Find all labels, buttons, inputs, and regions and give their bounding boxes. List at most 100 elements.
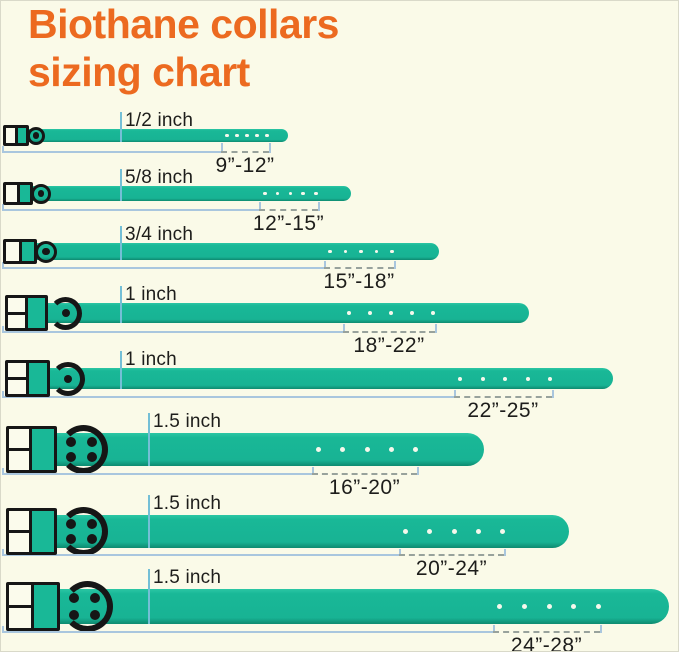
buckle-ring-icon: [62, 581, 113, 632]
buckle-rivet-icon: [87, 437, 97, 447]
measure-tick-range-end: [504, 549, 506, 556]
measure-tick-left: [2, 262, 4, 267]
measure-tick-range-end: [435, 324, 437, 333]
measure-line-solid: [2, 473, 312, 475]
buckle-ring-icon: [59, 425, 108, 474]
collar-width-label: 1/2 inch: [125, 110, 194, 131]
buckle-strap-pass: [34, 585, 57, 628]
strap-hole: [364, 447, 370, 452]
strap-hole: [497, 604, 502, 609]
measure-line-dashed: [493, 631, 600, 633]
buckle-strap-pass: [32, 511, 54, 552]
collar-size-label: 9”-12”: [215, 154, 275, 177]
buckle-ring-icon: [59, 507, 108, 556]
measure-tick-range-end: [394, 261, 396, 269]
strap-hole: [328, 249, 332, 254]
measure-tick-range-end: [417, 467, 419, 475]
buckle-frame: [3, 182, 33, 205]
strap-hole: [548, 376, 552, 381]
buckle-rivet-icon: [87, 534, 97, 544]
strap-hole: [521, 604, 527, 609]
strap-hole: [427, 529, 433, 534]
buckle-ring-pin-icon: [64, 374, 72, 383]
collar-strap: [7, 368, 613, 389]
strap-hole: [431, 311, 435, 315]
collar-width-label: 5/8 inch: [125, 167, 194, 188]
strap-hole: [374, 249, 378, 254]
buckle-ring-icon: [49, 296, 82, 330]
width-tick-line: [120, 112, 122, 142]
buckle-slot-bottom: [9, 608, 31, 628]
buckle-ring-pin-icon: [32, 132, 40, 139]
measure-line-dashed: [324, 267, 394, 269]
measure-tick-left: [2, 326, 4, 331]
page-title: Biothane collars sizing chart: [28, 1, 339, 97]
measure-tick-range-start: [312, 467, 314, 473]
buckle-frame: [5, 360, 50, 397]
strap-hole: [235, 133, 239, 138]
strap-hole: [458, 376, 462, 381]
width-tick-line: [148, 413, 150, 466]
strap-hole: [410, 311, 414, 315]
collar-strap: [7, 589, 669, 624]
buckle-frame: [3, 125, 29, 146]
buckle-rivet-icon: [66, 437, 76, 447]
measure-tick-range-start: [399, 549, 401, 554]
measure-line-solid: [2, 151, 221, 153]
strap-hole: [225, 133, 229, 138]
strap-hole: [314, 191, 318, 196]
strap-hole: [340, 447, 346, 452]
width-tick-line: [120, 226, 122, 260]
buckle-slot-bottom: [8, 380, 26, 394]
buckle-slot: [6, 128, 15, 143]
strap-hole: [343, 249, 347, 254]
buckle-rivet-icon: [87, 519, 97, 529]
buckle-slot: [6, 242, 19, 261]
strap-hole: [525, 376, 530, 381]
buckle-slot: [6, 185, 17, 202]
buckle-strap-pass: [22, 242, 34, 261]
measure-tick-left: [2, 626, 4, 631]
buckle-rivet-icon: [69, 610, 79, 620]
buckle-rivet-icon: [66, 519, 76, 529]
collar-size-label: 22”-25”: [467, 399, 539, 422]
buckle-rivet-icon: [90, 610, 100, 620]
measure-tick-range-start: [221, 143, 223, 151]
strap-hole: [288, 191, 292, 196]
strap-hole: [503, 376, 507, 381]
buckle-rivet-icon: [90, 593, 100, 603]
measure-line-solid: [2, 396, 454, 398]
measure-line-solid: [2, 209, 259, 211]
measure-tick-range-start: [493, 625, 495, 631]
width-tick-line: [120, 351, 122, 389]
strap-hole: [475, 529, 481, 534]
measure-tick-left: [2, 204, 4, 209]
buckle-frame: [5, 295, 48, 331]
buckle-slot-top: [8, 298, 25, 312]
strap-hole: [390, 249, 394, 254]
strap-hole: [389, 311, 393, 315]
buckle-ring-pin-icon: [42, 247, 50, 256]
measure-tick-left: [2, 391, 4, 396]
measure-line-dashed: [343, 331, 435, 333]
width-tick-line: [148, 495, 150, 548]
strap-hole: [275, 191, 280, 196]
collar-size-label: 15”-18”: [323, 270, 395, 293]
measure-line-solid: [2, 331, 343, 333]
collar-width-label: 3/4 inch: [125, 224, 194, 245]
width-tick-line: [120, 286, 122, 323]
buckle-slot-top: [9, 511, 29, 530]
strap-hole: [546, 604, 552, 609]
width-tick-line: [148, 569, 150, 624]
buckle-rivet-icon: [87, 452, 97, 462]
collar-size-label: 24”-28”: [510, 634, 583, 652]
measure-tick-left: [2, 549, 4, 554]
strap-hole: [347, 311, 351, 315]
measure-line-solid: [2, 267, 324, 269]
buckle-strap-pass: [18, 128, 26, 143]
collar-width-label: 1 inch: [125, 349, 177, 370]
